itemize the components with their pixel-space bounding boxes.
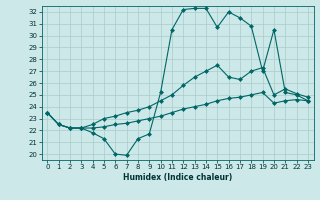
X-axis label: Humidex (Indice chaleur): Humidex (Indice chaleur) — [123, 173, 232, 182]
